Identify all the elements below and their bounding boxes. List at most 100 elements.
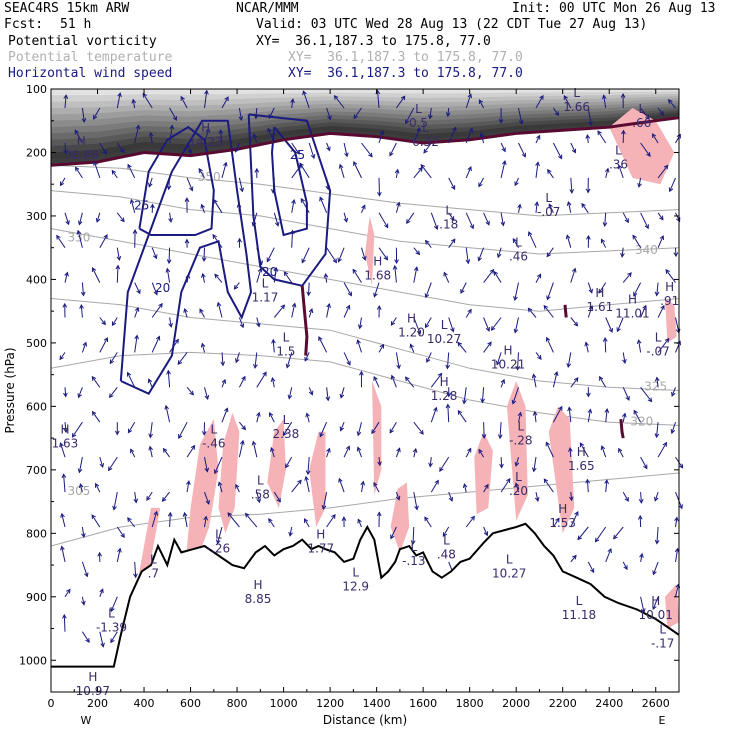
wind-vector bbox=[570, 377, 579, 388]
wind-vector bbox=[151, 303, 163, 318]
wind-vector bbox=[515, 483, 519, 493]
wind-vector-head bbox=[341, 516, 347, 522]
wind-contour-line bbox=[270, 126, 308, 237]
wind-vector bbox=[491, 317, 502, 331]
wind-vector-head bbox=[659, 215, 664, 221]
pink-region bbox=[372, 381, 382, 496]
wind-vector-head bbox=[467, 308, 472, 314]
wind-vector bbox=[273, 212, 279, 226]
wind-vector bbox=[254, 352, 258, 368]
wind-vector bbox=[270, 447, 275, 458]
wind-vector bbox=[640, 492, 642, 503]
wind-vector-head bbox=[110, 607, 115, 613]
wind-vector-head bbox=[60, 545, 65, 551]
wind-vector-head bbox=[308, 308, 314, 314]
wind-vector bbox=[618, 165, 624, 179]
wind-vector bbox=[202, 273, 205, 283]
wind-vector bbox=[326, 177, 329, 190]
wind-vector-head bbox=[100, 642, 105, 648]
wind-vector-head bbox=[500, 378, 506, 384]
wind-vector-head bbox=[390, 534, 395, 540]
wind-vector-head bbox=[517, 203, 522, 209]
wind-vector-head bbox=[390, 374, 396, 380]
wind-vector bbox=[56, 235, 66, 248]
wind-vector bbox=[99, 234, 108, 248]
wind-vector bbox=[74, 130, 83, 144]
wind-vector-head bbox=[289, 229, 295, 235]
wind-vector bbox=[546, 337, 554, 353]
wind-vector-head bbox=[204, 467, 210, 473]
wind-vector bbox=[268, 107, 275, 119]
wind-vector-head bbox=[153, 290, 158, 296]
wind-vector-head bbox=[77, 468, 83, 474]
wind-vector bbox=[132, 99, 136, 109]
wind-vector bbox=[394, 265, 397, 283]
extremum-value: -1.39 bbox=[96, 621, 127, 635]
wind-vector bbox=[535, 274, 542, 283]
wind-vector-head bbox=[120, 533, 125, 539]
wind-vector bbox=[127, 372, 136, 388]
wind-vector bbox=[570, 492, 573, 501]
wind-vector bbox=[204, 457, 208, 472]
wind-vector-head bbox=[439, 467, 444, 473]
wind-vector bbox=[657, 338, 670, 353]
wind-vector bbox=[286, 352, 293, 368]
wind-vector bbox=[291, 230, 293, 248]
wind-vector-head bbox=[495, 360, 501, 366]
wind-vector-head bbox=[617, 164, 623, 170]
wind-vector-head bbox=[462, 483, 468, 489]
wind-vector-head bbox=[371, 429, 376, 435]
wind-vector bbox=[162, 491, 170, 502]
wind-vector-head bbox=[546, 295, 551, 301]
wind-vector bbox=[289, 526, 293, 536]
extremum-value: 1.5 bbox=[276, 345, 295, 359]
extremum-letter: H bbox=[558, 502, 567, 516]
wind-vector-head bbox=[613, 534, 618, 540]
wind-vector-head bbox=[383, 255, 389, 261]
wind-vector-head bbox=[554, 111, 560, 117]
wind-vector-head bbox=[652, 605, 657, 611]
extremum-value: -.07 bbox=[646, 345, 669, 359]
x-tick-label: 2400 bbox=[595, 697, 623, 710]
wind-vector bbox=[79, 483, 83, 493]
wind-vector bbox=[656, 422, 659, 438]
wind-vector-head bbox=[379, 129, 385, 135]
wind-contour-label: 20 bbox=[262, 265, 277, 279]
wind-vector-head bbox=[413, 266, 419, 272]
wind-vector-head bbox=[515, 365, 521, 371]
wind-vector-head bbox=[155, 335, 161, 341]
wind-vector-head bbox=[184, 197, 190, 202]
wind-vector bbox=[552, 518, 560, 528]
wind-vector bbox=[214, 273, 223, 283]
wind-vector-head bbox=[598, 288, 603, 294]
wind-vector bbox=[338, 478, 345, 493]
extremum-value: -.28 bbox=[509, 433, 532, 447]
wind-vector-head bbox=[546, 252, 552, 258]
pink-region bbox=[267, 419, 286, 508]
wind-vector-head bbox=[357, 324, 363, 330]
wind-vector-head bbox=[325, 185, 331, 191]
wind-vector-head bbox=[56, 234, 61, 240]
wind-vector-head bbox=[368, 152, 373, 158]
wind-vector bbox=[221, 162, 227, 179]
wind-vector-head bbox=[500, 221, 506, 227]
wind-vector bbox=[545, 442, 554, 458]
wind-vector-head bbox=[478, 182, 483, 188]
wind-vector bbox=[271, 377, 275, 388]
wind-vector bbox=[308, 282, 310, 296]
wind-vector-head bbox=[266, 257, 271, 263]
wind-vector-head bbox=[287, 394, 293, 400]
wind-vector bbox=[78, 212, 83, 225]
valid-time: Valid: 03 UTC Wed 28 Aug 13 (22 CDT Tue … bbox=[256, 17, 648, 32]
wind-vector bbox=[253, 134, 258, 144]
wind-vector bbox=[238, 376, 246, 388]
wind-vector-head bbox=[345, 304, 351, 310]
wind-vector-head bbox=[620, 93, 626, 98]
wind-vector-head bbox=[531, 373, 537, 379]
wind-vector bbox=[391, 375, 397, 388]
wind-vector-head bbox=[536, 273, 542, 279]
wind-vector bbox=[413, 247, 420, 255]
wind-vector bbox=[204, 128, 210, 144]
wind-vector bbox=[201, 343, 205, 353]
wind-vector bbox=[169, 339, 179, 353]
